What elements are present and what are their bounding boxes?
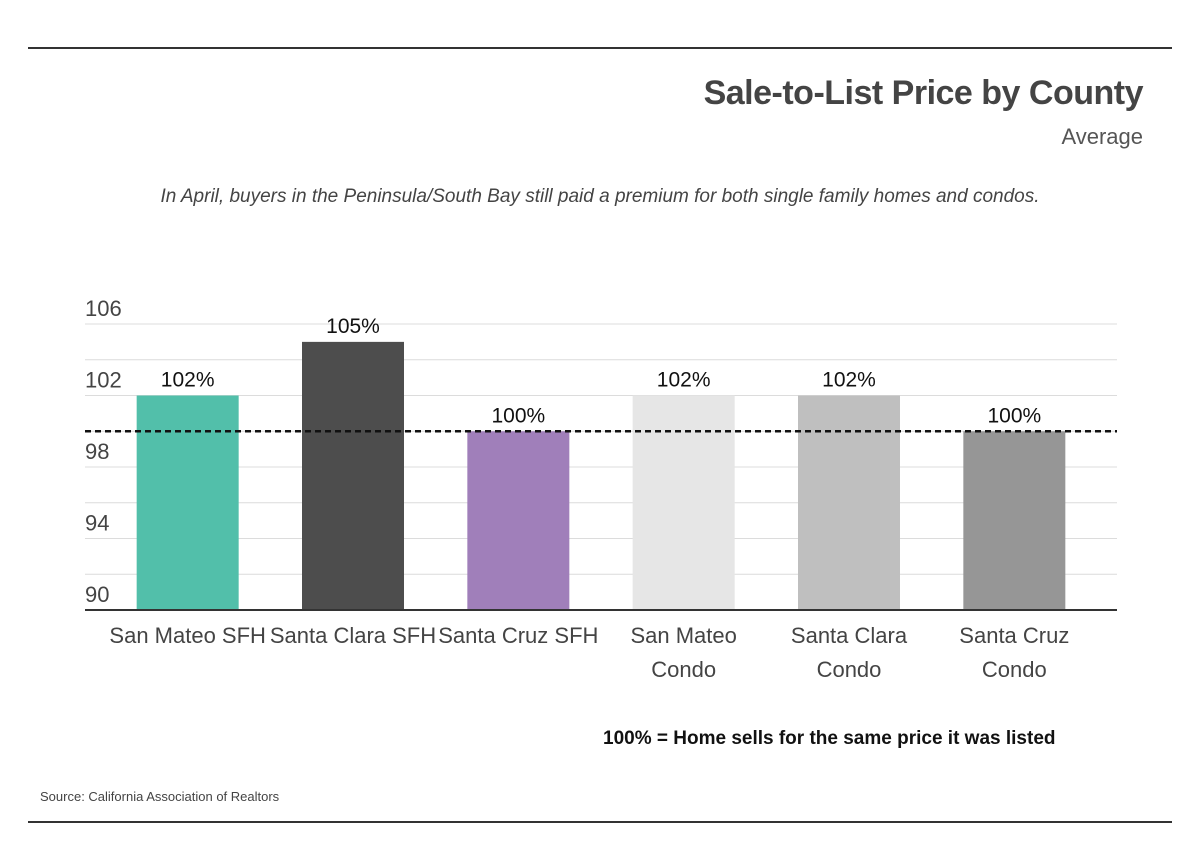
bar	[798, 395, 900, 610]
reference-note: 100% = Home sells for the same price it …	[603, 728, 1056, 749]
x-tick-label: Condo	[817, 657, 882, 682]
x-tick-label: Santa Cruz	[959, 623, 1069, 648]
bars	[136, 341, 1066, 610]
x-tick-label: Condo	[982, 657, 1047, 682]
x-tick-label: Santa Clara	[791, 623, 908, 648]
data-label: 105%	[326, 315, 380, 338]
x-tick-label: Condo	[651, 657, 716, 682]
y-tick-label: 106	[85, 296, 122, 321]
bar-chart: 102% 105% 100% 102% 102% 100% 90 94 98 102 106 San…	[85, 296, 1117, 682]
data-labels: 102% 105% 100% 102% 102% 100%	[161, 315, 1041, 427]
data-label: 100%	[491, 404, 545, 427]
y-tick-label: 90	[85, 582, 109, 607]
axes: 90 94 98 102 106 San Mateo SFH Santa Clara SFH…	[85, 296, 1117, 682]
y-tick-label: 102	[85, 368, 122, 393]
grid-lines	[85, 323, 1117, 575]
x-tick-label: San Mateo	[630, 623, 736, 648]
data-label: 102%	[657, 369, 711, 392]
data-label: 102%	[161, 369, 215, 392]
bar	[963, 431, 1066, 610]
y-tick-label: 98	[85, 439, 109, 464]
bottom-rule	[28, 821, 1172, 823]
bar	[136, 395, 239, 610]
data-label: 100%	[987, 404, 1041, 427]
y-tick-label: 94	[85, 511, 109, 536]
source-credit: Source: California Association of Realto…	[40, 789, 280, 804]
chart-subtitle: Average	[1061, 124, 1143, 149]
x-tick-label: San Mateo SFH	[109, 623, 266, 648]
x-tick-label: Santa Cruz SFH	[438, 623, 598, 648]
bar	[467, 431, 570, 610]
chart-caption: In April, buyers in the Peninsula/South …	[160, 186, 1040, 207]
bar	[632, 395, 735, 610]
data-label: 102%	[822, 369, 876, 392]
top-rule	[28, 47, 1172, 49]
bar	[302, 341, 404, 610]
chart-title: Sale-to-List Price by County	[703, 74, 1144, 112]
x-tick-label: Santa Clara SFH	[270, 623, 436, 648]
